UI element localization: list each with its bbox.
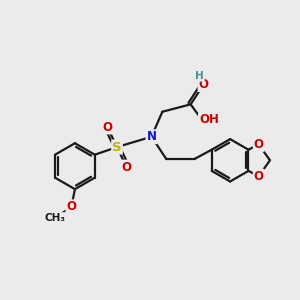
- Text: O: O: [254, 138, 264, 151]
- Text: O: O: [254, 170, 264, 183]
- Text: O: O: [66, 200, 76, 213]
- Text: O: O: [102, 121, 112, 134]
- Text: N: N: [146, 130, 157, 143]
- Text: O: O: [122, 160, 131, 174]
- Text: H: H: [195, 71, 204, 81]
- Text: S: S: [112, 141, 122, 154]
- Text: OH: OH: [199, 113, 219, 126]
- Text: CH₃: CH₃: [45, 213, 66, 223]
- Text: O: O: [199, 78, 208, 91]
